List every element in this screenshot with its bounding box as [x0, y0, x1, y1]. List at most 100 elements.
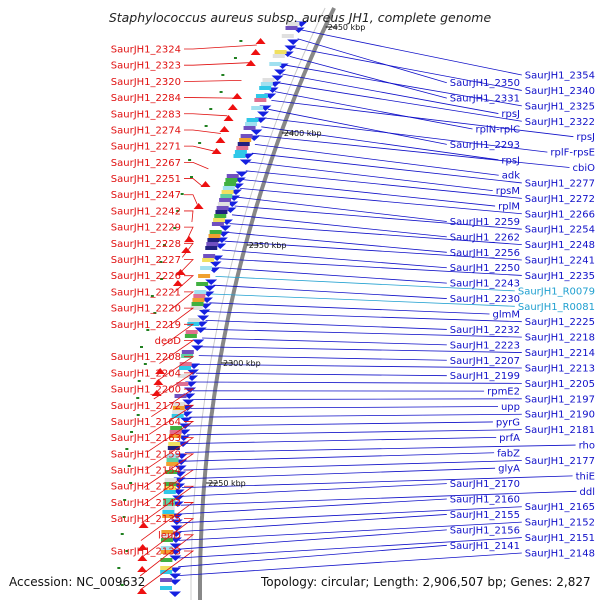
feature-block [193, 294, 206, 298]
reverse-gene-arrow [169, 555, 182, 561]
feature-block [188, 318, 201, 322]
left-gene-label: SaurJH1_2227 [111, 255, 181, 266]
map-title: Staphylococcus aureus subsp. aureus JH1,… [108, 10, 492, 25]
feature-block [260, 82, 273, 86]
reverse-gene-arrow [179, 417, 192, 423]
right-gene-label: upp [501, 402, 520, 413]
left-gene-label: SaurJH1_2219 [111, 320, 181, 331]
right-label-leader [203, 328, 522, 338]
left-label-leader [145, 437, 195, 471]
left-gene-label: SaurJH1_2274 [111, 125, 181, 136]
right-gene-label: rpsJ [501, 155, 520, 166]
right-label-leader [200, 346, 522, 353]
reverse-gene-arrow [184, 387, 197, 393]
scale-label: 2250 kbp [208, 479, 246, 488]
scale-labels: 2450 kbp 2400 kbp 2350 kbp 2300 kbp 2250 kbp [206, 23, 365, 488]
feature-block [160, 546, 173, 550]
right-label-leader [207, 311, 522, 323]
left-gene-label: SaurJH1_2271 [111, 142, 181, 153]
reverse-gene-arrow [205, 279, 218, 285]
feature-block [269, 62, 282, 66]
right-label-leader [183, 460, 522, 471]
left-gene-label: SaurJH1_2159 [111, 449, 181, 460]
left-label-leader [140, 502, 195, 541]
right-label-leader [181, 483, 447, 497]
feature-block [240, 134, 253, 138]
left-label-leader [165, 307, 195, 329]
feature-block [262, 78, 275, 82]
gc-skew-mark [120, 584, 124, 586]
right-gene-label: rpsM [496, 186, 520, 197]
feature-block [285, 26, 298, 30]
right-gene-label: rplM [498, 202, 520, 213]
right-gene-label: SaurJH1_2340 [525, 86, 595, 97]
right-label-leader [211, 293, 515, 307]
left-label-leader [153, 372, 195, 400]
feature-block [164, 478, 177, 482]
feature-block [163, 498, 176, 502]
right-label-leader [242, 179, 496, 207]
gc-skew-mark [209, 108, 213, 110]
left-label-leader [181, 242, 194, 258]
right-label-leader [178, 544, 447, 568]
feature-block [215, 210, 228, 214]
gc-skew-mark [153, 312, 157, 314]
right-label-leader [202, 337, 447, 346]
left-gene-label: SaurJH1_2229 [111, 223, 181, 234]
reverse-gene-arrow [274, 69, 287, 75]
feature-block [165, 470, 178, 474]
right-gene-label: rpsJ [576, 132, 595, 143]
feature-block [214, 214, 227, 218]
right-gene-label: SaurJH1_2250 [450, 263, 520, 274]
right-gene-label: SaurJH1_2322 [525, 117, 595, 128]
reverse-gene-arrow [209, 261, 222, 267]
right-gene-label: SaurJH1_2225 [525, 317, 595, 328]
right-gene-label: SaurJH1_2223 [450, 340, 520, 351]
left-label-leader [184, 194, 198, 205]
gc-skew-mark [143, 363, 147, 365]
gc-skew-mark [159, 261, 163, 263]
left-gene-label: SaurJH1_2204 [111, 368, 181, 379]
forward-gene-arrow [193, 203, 204, 209]
feature-block [236, 146, 249, 150]
feature-block [203, 254, 216, 258]
right-gene-label: SaurJH1_2241 [525, 256, 595, 267]
right-gene-label: SaurJH1_2181 [525, 425, 595, 436]
forward-gene-arrow [245, 60, 256, 66]
scale-label: 2450 kbp [328, 23, 366, 32]
left-label-leader [173, 275, 195, 294]
feature-block [166, 462, 179, 466]
forward-gene-arrow [172, 280, 183, 286]
feature-block [251, 106, 264, 110]
feature-block [226, 174, 239, 178]
feature-block [166, 458, 179, 462]
right-gene-label: SaurJH1_2151 [525, 533, 595, 544]
left-gene-label: SaurJH1_2164 [111, 417, 181, 428]
gc-skew-mark [180, 193, 184, 195]
forward-gene-arrow [155, 368, 166, 374]
feature-block [162, 502, 175, 506]
reverse-gene-arrow [194, 327, 207, 333]
feature-block [222, 186, 235, 190]
right-gene-label: SaurJH1_2141 [450, 541, 520, 552]
feature-block [224, 182, 237, 186]
right-label-leader [217, 267, 447, 284]
feature-block [206, 242, 219, 246]
right-gene-label: SaurJH1_2272 [525, 194, 595, 205]
right-gene-label: SaurJH1_2254 [525, 225, 595, 236]
right-label-leader [237, 196, 447, 222]
feature-block [160, 558, 173, 562]
left-label-leader [184, 210, 194, 223]
feature-block [161, 530, 174, 534]
feature-block [234, 150, 247, 154]
right-label-leader [248, 161, 493, 192]
right-gene-label: SaurJH1_2232 [450, 325, 520, 336]
right-gene-label: cbiO [573, 163, 596, 174]
gc-skew-mark [125, 448, 129, 450]
right-label-leader [198, 355, 447, 361]
right-label-leader [301, 29, 522, 76]
reverse-gene-arrow [169, 591, 182, 597]
right-gene-label: SaurJH1_2230 [450, 294, 520, 305]
right-label-leader [254, 144, 499, 176]
